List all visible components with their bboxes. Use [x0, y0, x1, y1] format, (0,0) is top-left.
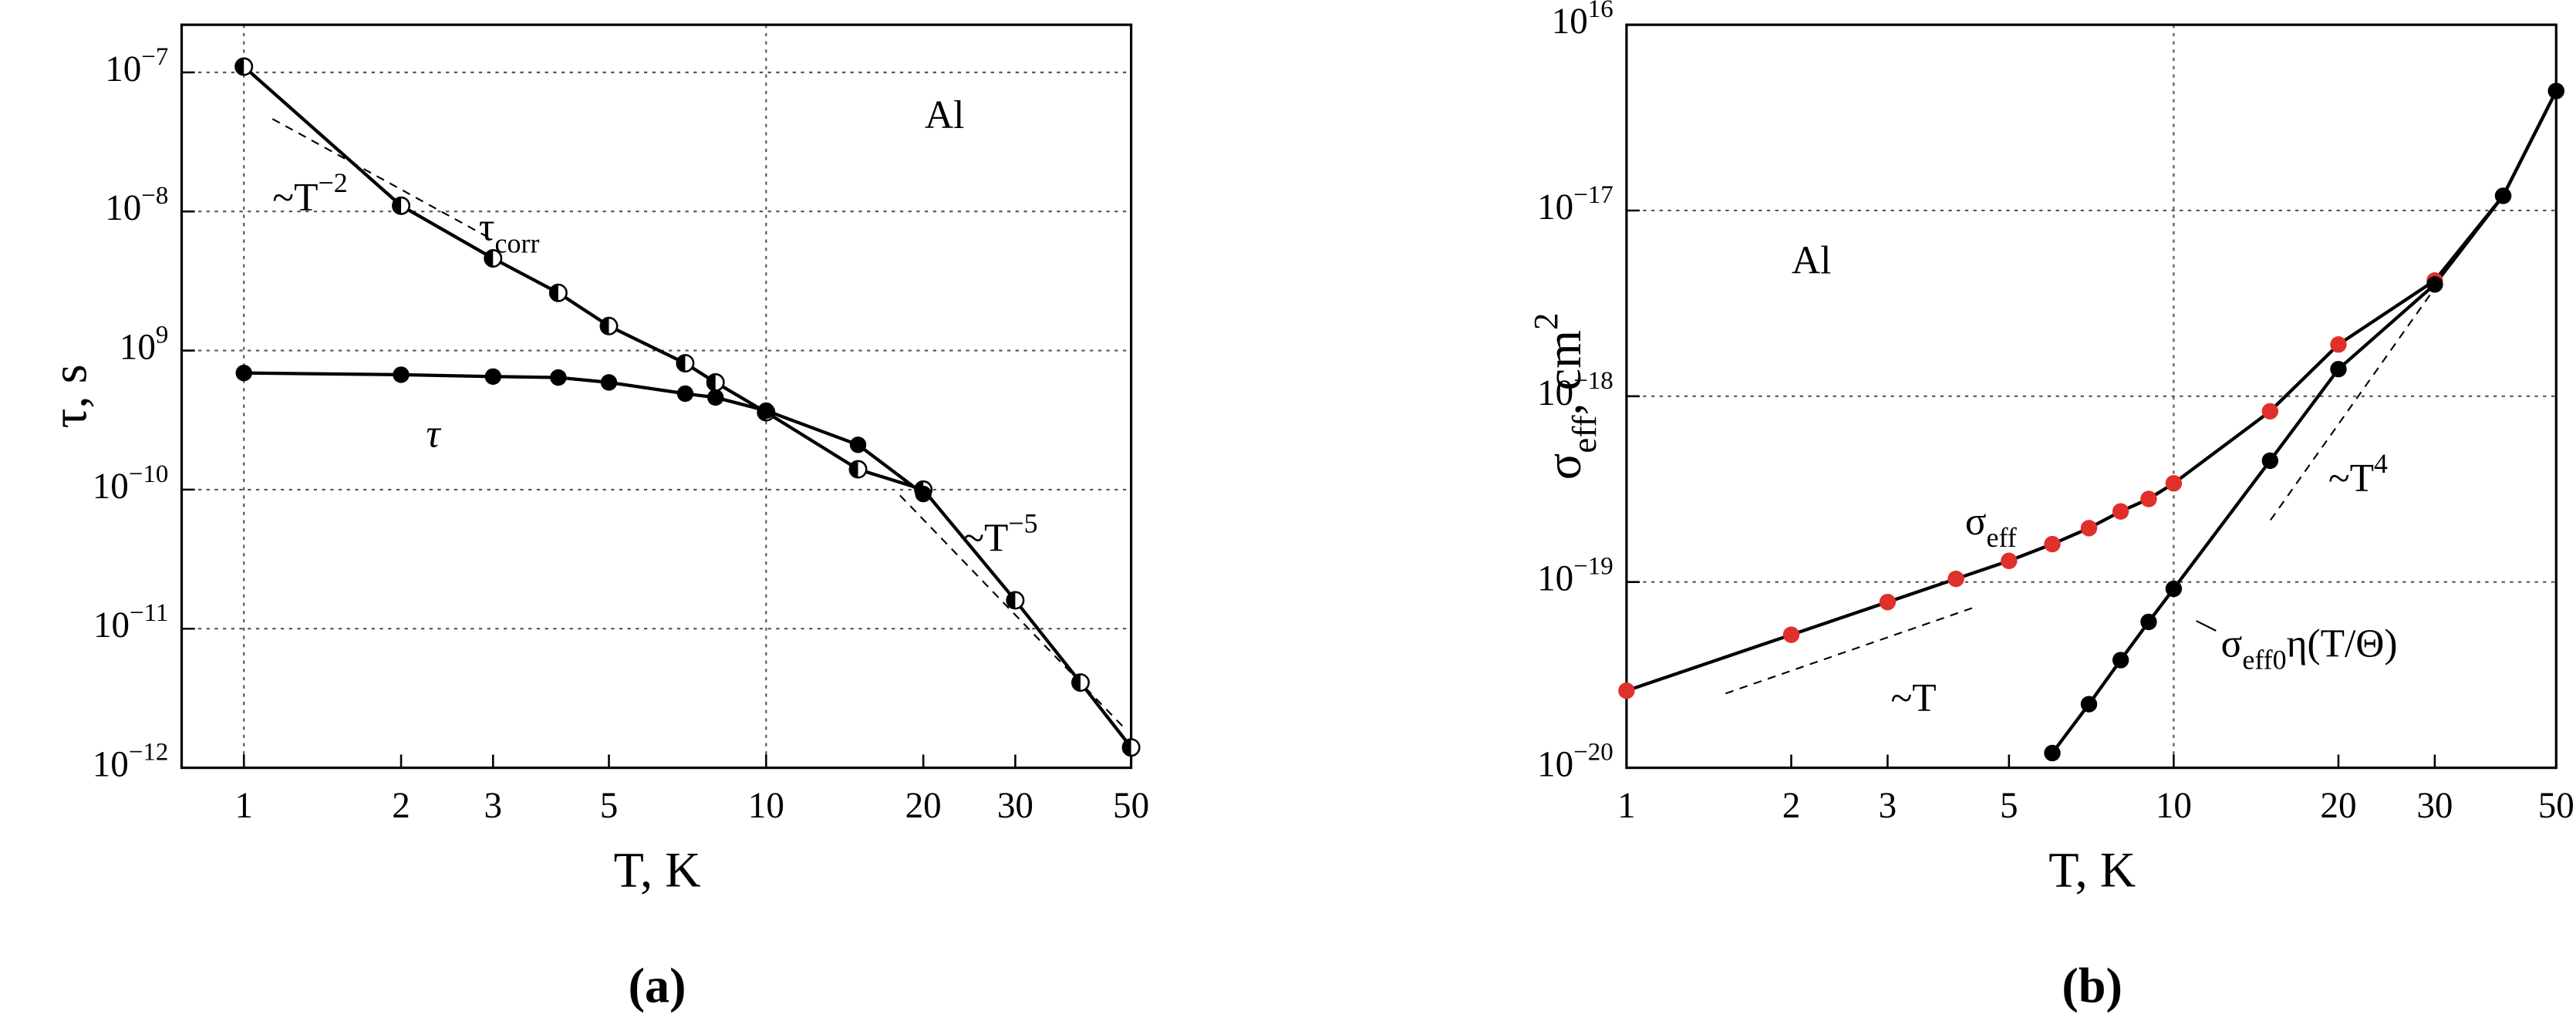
pointer [2196, 620, 2217, 632]
guide-line [271, 118, 493, 241]
marker [2044, 535, 2061, 553]
marker [676, 354, 695, 373]
y-tick-label: 10−8 [105, 182, 168, 228]
annotation: σeff [1965, 500, 2017, 553]
marker [2112, 652, 2129, 669]
x-tick-label: 3 [484, 786, 503, 826]
y-tick-label: 10−17 [1537, 181, 1613, 228]
plot: 10−12 10−11 10−10 109 10−8 10−7 1 2 3 5 10 20 30 50 [93, 23, 1149, 826]
marker [484, 368, 501, 385]
annotation: Al [1792, 238, 1831, 282]
guide-line [2270, 293, 2432, 521]
y-tick-label: 10−19 [1537, 552, 1613, 598]
series-line [244, 371, 925, 496]
marker [1947, 570, 1964, 588]
y-axis-label: τ, s [42, 364, 96, 428]
marker [849, 436, 867, 453]
guide-line [1725, 605, 1979, 695]
marker [392, 196, 411, 215]
marker [235, 364, 252, 382]
series-line [1626, 90, 2558, 693]
marker [2330, 335, 2347, 353]
series-line [242, 65, 1133, 749]
x-tick-label: 1 [1617, 786, 1636, 826]
x-tick-label: 50 [1113, 786, 1149, 826]
marker [234, 57, 254, 76]
marker [1618, 682, 1635, 699]
annotation: σeff0η(T/Θ) [2221, 622, 2398, 675]
plot-frame [1625, 23, 2557, 770]
annotation: τcorr [479, 206, 540, 259]
marker [915, 485, 932, 503]
x-tick-label: 30 [2416, 786, 2453, 826]
x-tick-label: 2 [1782, 786, 1801, 826]
marker [2080, 520, 2098, 537]
y-tick-label: 1016 [1552, 0, 1613, 42]
marker [2165, 580, 2183, 598]
y-tick-label: 10−20 [1537, 738, 1613, 784]
caption: (b) [2062, 958, 2123, 1013]
x-axis-label: T, K [614, 842, 701, 897]
marker [599, 316, 619, 335]
x-tick-label: 30 [997, 786, 1033, 826]
marker [676, 385, 694, 403]
marker [1006, 591, 1025, 610]
annotation: ~T4 [2328, 448, 2388, 501]
marker [393, 366, 410, 383]
x-tick-label: 10 [2156, 786, 2192, 826]
marker [2112, 503, 2129, 520]
x-axis-label: T, K [2048, 842, 2136, 897]
marker [484, 249, 503, 268]
x-tick-label: 5 [600, 786, 619, 826]
marker [2165, 474, 2183, 492]
marker [1782, 626, 1800, 643]
marker [2547, 83, 2565, 99]
annotation: ~T [1890, 676, 1936, 720]
y-tick-label: 10−11 [93, 599, 168, 645]
marker [2261, 452, 2279, 470]
marker [2330, 360, 2347, 378]
y-tick-label: 10−7 [105, 42, 168, 89]
marker [548, 283, 568, 302]
x-tick-label: 2 [392, 786, 410, 826]
marker [2080, 696, 2098, 713]
marker [707, 389, 724, 406]
marker [2426, 276, 2443, 293]
x-tick-label: 3 [1879, 786, 1897, 826]
x-tick-label: 20 [905, 786, 942, 826]
marker [2140, 490, 2157, 507]
x-tick-label: 1 [234, 786, 253, 826]
marker [848, 460, 868, 479]
annotation: ~T−2 [272, 167, 347, 220]
annotation: Al [925, 93, 964, 137]
marker [2001, 552, 2018, 569]
marker [2044, 744, 2061, 762]
marker [2494, 187, 2512, 204]
y-axis-label: σeff, cm2 [1526, 312, 1603, 480]
marker [600, 374, 618, 391]
y-tick-label: 10−18 [1537, 366, 1613, 413]
marker [550, 369, 567, 386]
x-tick-label: 10 [748, 786, 784, 826]
marker [2140, 613, 2157, 631]
annotation: τ [426, 412, 441, 456]
series-line [2051, 90, 2558, 754]
plot-frame [180, 23, 1133, 770]
plot: 10−20 10−19 10−18 10−17 1016 1 2 3 5 10 20 30 50 [1537, 0, 2574, 826]
marker [1071, 673, 1090, 693]
marker [1879, 593, 1897, 611]
y-tick-label: 109 [120, 321, 169, 367]
x-tick-label: 20 [2320, 786, 2356, 826]
x-tick-label: 50 [2538, 786, 2574, 826]
y-tick-label: 10−10 [93, 460, 169, 506]
x-tick-label: 5 [2000, 786, 2018, 826]
marker [2261, 403, 2279, 420]
marker [1121, 738, 1141, 757]
caption: (a) [629, 958, 686, 1013]
annotation: ~T−5 [963, 508, 1037, 561]
marker [757, 402, 775, 420]
y-tick-label: 10−12 [93, 738, 169, 784]
marker [706, 372, 725, 392]
